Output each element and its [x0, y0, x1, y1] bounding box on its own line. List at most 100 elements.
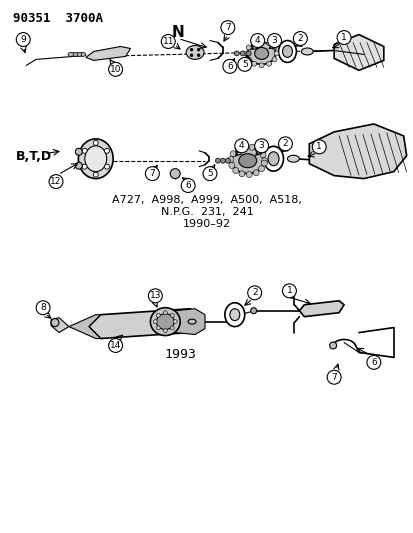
- Circle shape: [170, 168, 180, 179]
- Circle shape: [36, 301, 50, 314]
- Ellipse shape: [188, 319, 196, 324]
- Text: 5: 5: [206, 169, 212, 178]
- Ellipse shape: [78, 139, 113, 179]
- Circle shape: [271, 57, 276, 62]
- Circle shape: [259, 152, 266, 158]
- Ellipse shape: [224, 303, 244, 327]
- Circle shape: [336, 30, 350, 44]
- Text: 1993: 1993: [164, 348, 196, 361]
- Circle shape: [153, 320, 157, 324]
- Circle shape: [266, 41, 271, 46]
- Text: B,T,D: B,T,D: [16, 150, 52, 163]
- Ellipse shape: [68, 52, 74, 56]
- Circle shape: [170, 313, 174, 317]
- Polygon shape: [88, 309, 199, 338]
- Text: 7: 7: [224, 23, 230, 32]
- Circle shape: [232, 167, 238, 174]
- Circle shape: [222, 59, 236, 74]
- Ellipse shape: [85, 146, 107, 172]
- Circle shape: [241, 144, 247, 150]
- Circle shape: [75, 162, 82, 169]
- Circle shape: [163, 328, 167, 333]
- Circle shape: [259, 39, 263, 44]
- Ellipse shape: [80, 52, 85, 56]
- Circle shape: [254, 139, 268, 153]
- Circle shape: [249, 144, 254, 150]
- Text: 2: 2: [297, 34, 302, 43]
- Circle shape: [259, 63, 263, 68]
- Circle shape: [215, 158, 220, 163]
- Ellipse shape: [287, 155, 299, 162]
- Text: 13: 13: [149, 292, 161, 300]
- Circle shape: [261, 158, 267, 164]
- Circle shape: [51, 319, 59, 327]
- Text: 7: 7: [149, 169, 155, 178]
- Polygon shape: [69, 314, 100, 338]
- Text: 2: 2: [282, 139, 287, 148]
- Circle shape: [251, 41, 256, 46]
- Circle shape: [230, 151, 235, 157]
- Circle shape: [108, 62, 122, 76]
- Circle shape: [163, 311, 167, 314]
- Text: 9: 9: [20, 35, 26, 44]
- Circle shape: [156, 313, 160, 317]
- Text: 11: 11: [162, 37, 173, 46]
- Circle shape: [161, 35, 175, 49]
- Text: N.P.G.  231,  241: N.P.G. 231, 241: [160, 207, 253, 217]
- Circle shape: [250, 34, 264, 47]
- Circle shape: [148, 289, 162, 303]
- Circle shape: [234, 139, 248, 153]
- Ellipse shape: [229, 309, 239, 321]
- Circle shape: [49, 175, 63, 189]
- Ellipse shape: [231, 148, 263, 174]
- Circle shape: [197, 48, 199, 51]
- Text: 7: 7: [330, 373, 336, 382]
- Text: 1: 1: [286, 286, 292, 295]
- Circle shape: [104, 148, 109, 154]
- Ellipse shape: [150, 308, 180, 336]
- Circle shape: [237, 58, 251, 71]
- Text: N: N: [171, 25, 184, 40]
- Circle shape: [246, 45, 251, 50]
- Circle shape: [16, 33, 30, 46]
- Circle shape: [170, 326, 174, 330]
- Text: 6: 6: [226, 62, 232, 71]
- Circle shape: [190, 54, 192, 56]
- Circle shape: [82, 148, 87, 154]
- Text: 8: 8: [40, 303, 46, 312]
- Circle shape: [82, 164, 87, 169]
- Circle shape: [246, 51, 251, 56]
- Ellipse shape: [156, 314, 174, 329]
- Text: 4: 4: [254, 36, 260, 45]
- Circle shape: [267, 34, 281, 47]
- Circle shape: [278, 137, 292, 151]
- Circle shape: [181, 179, 195, 192]
- Ellipse shape: [238, 154, 256, 168]
- Circle shape: [202, 167, 216, 181]
- Circle shape: [228, 157, 233, 163]
- Circle shape: [326, 370, 340, 384]
- Circle shape: [246, 57, 251, 62]
- Text: 3: 3: [271, 36, 277, 45]
- Circle shape: [366, 356, 380, 369]
- Text: 6: 6: [185, 181, 190, 190]
- Circle shape: [220, 158, 225, 163]
- Polygon shape: [299, 301, 343, 317]
- Circle shape: [225, 158, 230, 163]
- Circle shape: [282, 284, 296, 298]
- Circle shape: [253, 170, 259, 176]
- Circle shape: [238, 171, 244, 177]
- Circle shape: [75, 148, 82, 155]
- Circle shape: [255, 147, 261, 153]
- Circle shape: [293, 31, 306, 45]
- Circle shape: [173, 320, 177, 324]
- Circle shape: [244, 51, 249, 56]
- Circle shape: [261, 160, 267, 166]
- Circle shape: [329, 342, 336, 349]
- Polygon shape: [165, 309, 204, 335]
- Circle shape: [190, 48, 192, 51]
- Text: 4: 4: [238, 141, 244, 150]
- Circle shape: [247, 286, 261, 300]
- Ellipse shape: [263, 147, 283, 171]
- Polygon shape: [309, 124, 406, 179]
